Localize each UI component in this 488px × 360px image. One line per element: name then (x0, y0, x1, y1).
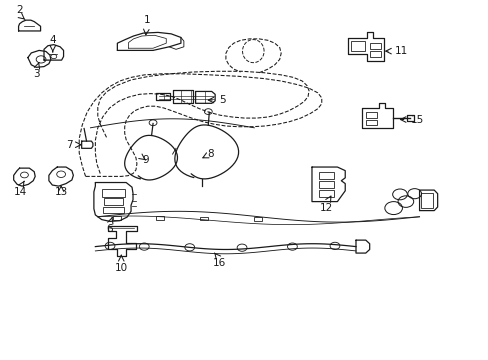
Bar (366, 120, 376, 125)
Text: 10: 10 (115, 263, 127, 273)
Text: 14: 14 (14, 187, 27, 197)
Bar (254, 217, 262, 221)
Text: 5: 5 (219, 95, 225, 105)
Text: 11: 11 (394, 46, 407, 56)
Bar (113, 216, 121, 220)
Text: 2: 2 (16, 5, 23, 15)
Bar (366, 112, 376, 118)
Bar (156, 216, 164, 220)
Bar (319, 172, 333, 179)
Bar (200, 217, 208, 220)
Text: 16: 16 (212, 258, 225, 269)
Bar (369, 43, 380, 49)
Bar (319, 181, 333, 188)
Text: 6: 6 (106, 224, 113, 234)
Bar (319, 190, 333, 197)
Bar (102, 189, 125, 197)
Text: 4: 4 (49, 35, 56, 45)
Text: 3: 3 (33, 69, 40, 79)
Text: 15: 15 (410, 114, 423, 125)
Bar (103, 198, 123, 205)
Text: 12: 12 (319, 203, 333, 213)
Text: 9: 9 (142, 155, 149, 165)
Bar (420, 193, 432, 208)
Bar (369, 51, 380, 57)
Text: 1: 1 (143, 15, 150, 25)
Bar (103, 207, 123, 213)
Text: 7: 7 (65, 140, 72, 150)
Text: 8: 8 (206, 149, 213, 159)
Bar (350, 41, 365, 51)
Text: 13: 13 (54, 187, 68, 197)
